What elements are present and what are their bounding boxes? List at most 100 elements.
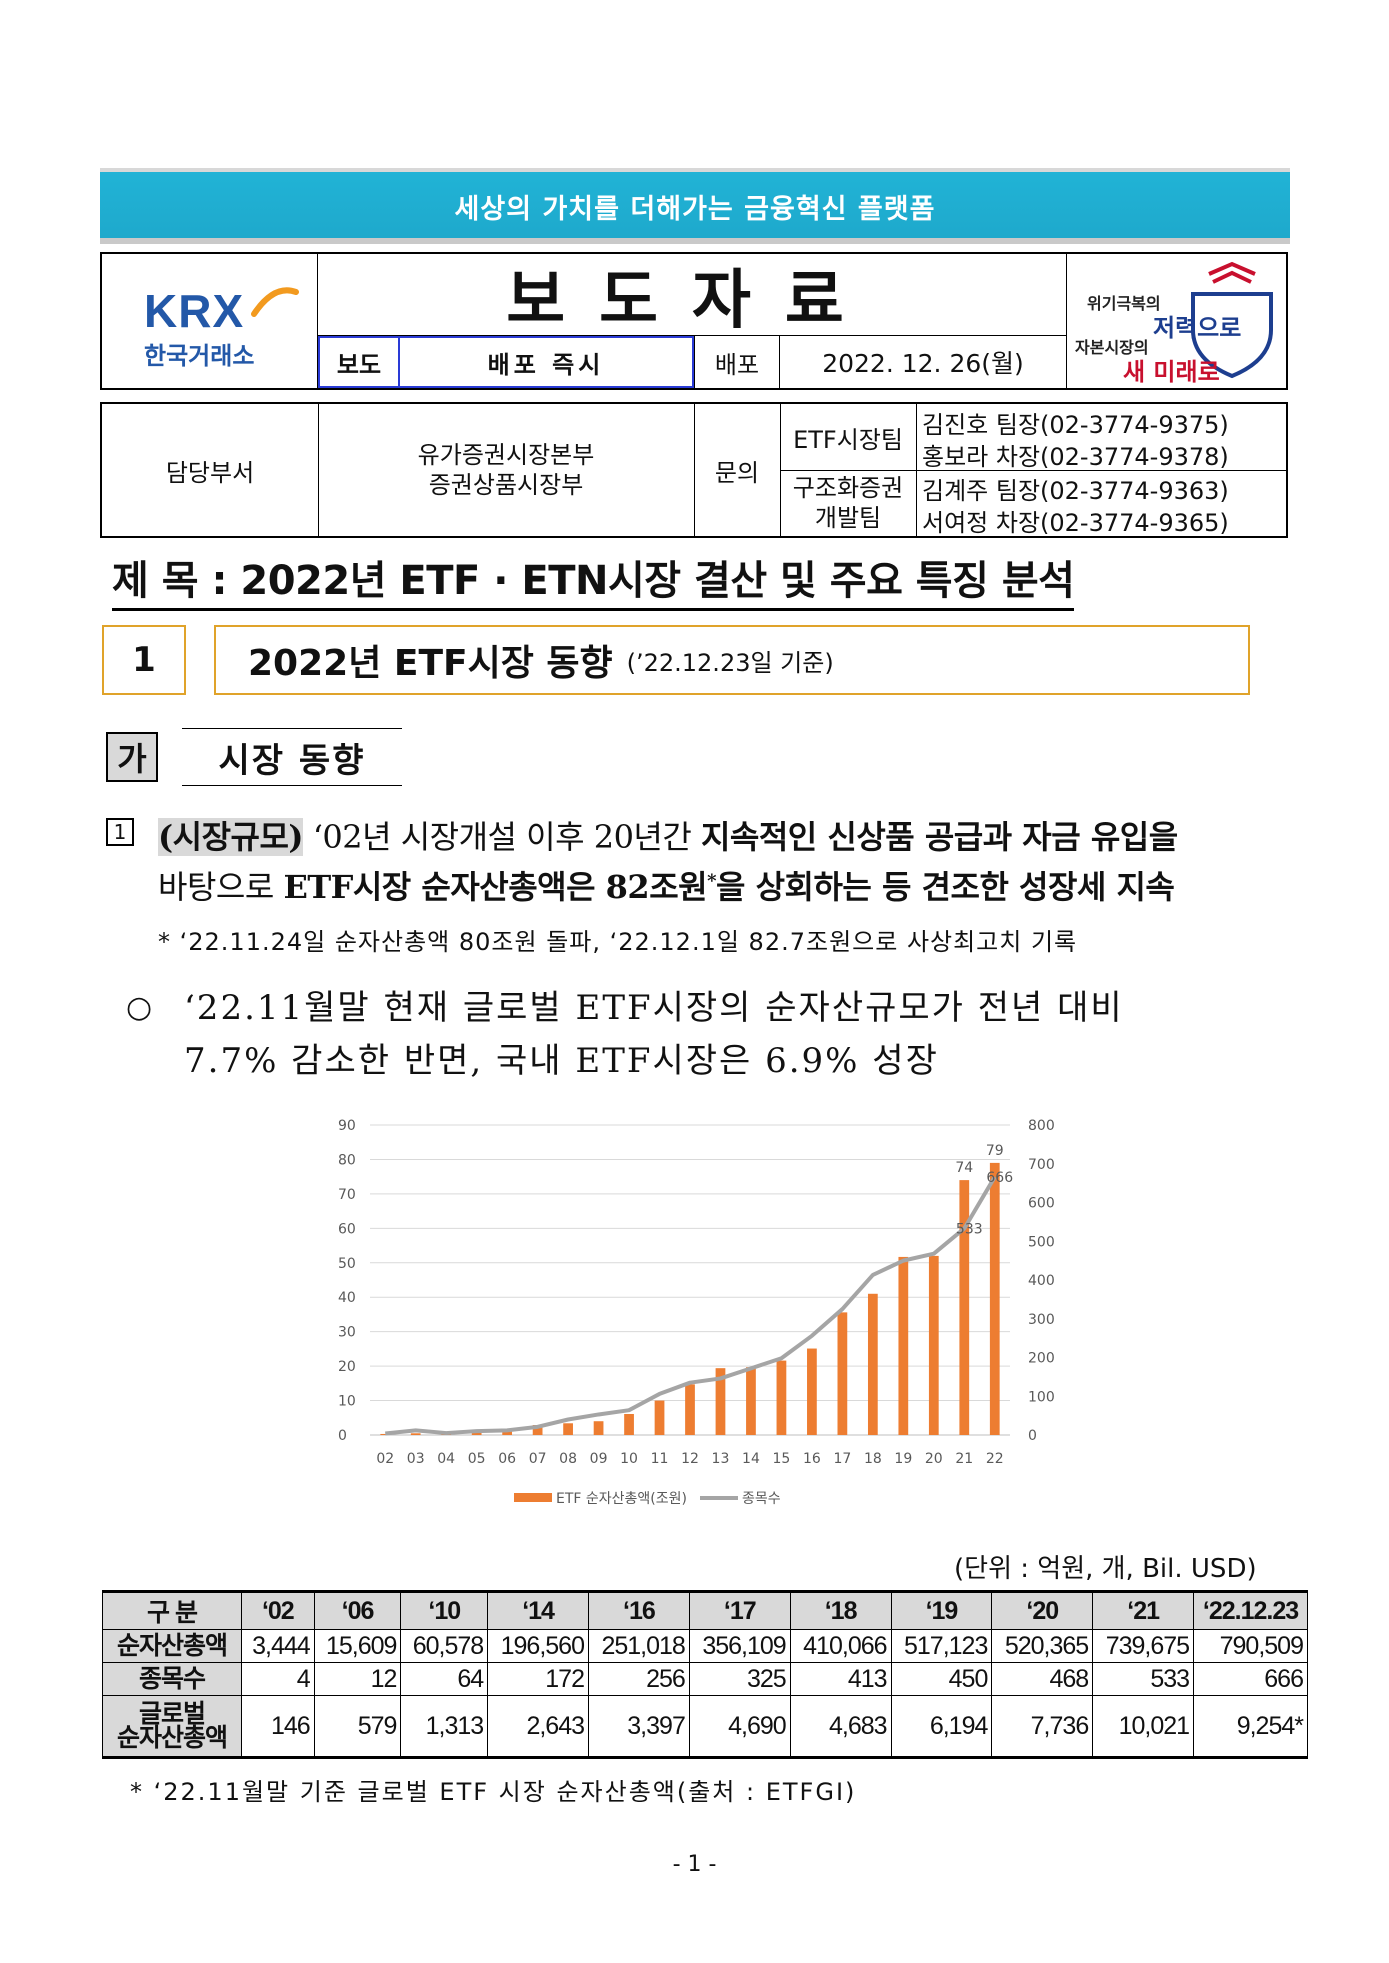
x-axis-tick-label: 20 bbox=[925, 1451, 943, 1467]
section-number: 1 bbox=[102, 625, 186, 695]
slogan-line-2: 저력으로 bbox=[1153, 314, 1242, 342]
x-axis-tick-label: 13 bbox=[712, 1451, 730, 1467]
table-cell: 251,018 bbox=[588, 1629, 690, 1663]
table-cell: 172 bbox=[487, 1662, 589, 1696]
left-axis-tick-label: 30 bbox=[338, 1325, 356, 1341]
chart-bar bbox=[898, 1256, 909, 1435]
left-axis-tick-label: 90 bbox=[338, 1118, 356, 1134]
chart-bar bbox=[654, 1400, 665, 1435]
inquiry-label: 문의 bbox=[714, 458, 760, 487]
data-label: 74 bbox=[955, 1160, 973, 1176]
table-header-row: 구 분 ‘02 ‘06 ‘10 ‘14 ‘16 ‘17 ‘18 ‘19 ‘20 … bbox=[102, 1590, 1308, 1630]
x-axis-tick-label: 10 bbox=[620, 1451, 638, 1467]
chart-bar bbox=[746, 1367, 756, 1435]
top-banner: 세상의 가치를 더해가는 금융혁신 플랫폼 bbox=[100, 168, 1290, 244]
chart-bar bbox=[685, 1384, 695, 1435]
table-header-cell: ‘16 bbox=[588, 1590, 690, 1630]
left-axis-tick-label: 60 bbox=[338, 1221, 356, 1237]
table-cell: 7,736 bbox=[991, 1695, 1094, 1759]
x-axis-tick-label: 15 bbox=[773, 1451, 791, 1467]
x-axis-tick-label: 17 bbox=[833, 1451, 851, 1467]
chart-bar bbox=[715, 1368, 726, 1435]
subsection-mark: 가 bbox=[106, 732, 158, 782]
chart-bar bbox=[928, 1255, 939, 1435]
slogan-line-4: 새 미래로 bbox=[1123, 358, 1220, 386]
x-axis-tick-label: 22 bbox=[986, 1451, 1004, 1467]
chart-bar bbox=[471, 1431, 482, 1435]
table-row: 글로벌 순자산총액 146 579 1,313 2,643 3,397 4,69… bbox=[102, 1695, 1308, 1759]
paragraph-2-line-2: 7.7% 감소한 반면, 국내 ETF시장은 6.9% 성장 bbox=[184, 1041, 939, 1081]
table-unit: (단위 : 억원, 개, Bil. USD) bbox=[954, 1554, 1257, 1584]
row-label: 순자산총액 bbox=[102, 1629, 242, 1663]
row-label: 종목수 bbox=[102, 1662, 242, 1696]
right-axis-tick-label: 600 bbox=[1028, 1196, 1055, 1212]
table-cell: 790,509 bbox=[1193, 1629, 1308, 1663]
chart-bar bbox=[624, 1413, 634, 1435]
table-cell: 533 bbox=[1092, 1662, 1195, 1696]
x-axis-tick-label: 14 bbox=[742, 1451, 760, 1467]
table-cell: 410,066 bbox=[789, 1629, 892, 1663]
release-value: 배포 즉시 bbox=[398, 336, 694, 388]
x-axis-tick-label: 12 bbox=[681, 1451, 699, 1467]
table-cell: 4,690 bbox=[688, 1695, 791, 1759]
table-cell: 60,578 bbox=[400, 1629, 489, 1663]
distribution-label: 배포 bbox=[694, 336, 780, 388]
text-run-bold: ETF시장 순자산총액은 82조원 bbox=[283, 868, 708, 906]
right-axis-tick-label: 0 bbox=[1028, 1428, 1037, 1444]
text-run: 을 bbox=[1148, 818, 1178, 856]
text-run-bold: 을 상회하는 등 견조한 성장세 지속 bbox=[716, 868, 1175, 906]
chart-bar bbox=[563, 1423, 573, 1435]
x-axis-tick-label: 05 bbox=[468, 1451, 486, 1467]
right-axis-tick-label: 800 bbox=[1028, 1118, 1055, 1134]
table-cell: 64 bbox=[400, 1662, 489, 1696]
chart-bar bbox=[959, 1180, 970, 1435]
table-row: 종목수 4 12 64 172 256 325 413 450 468 533 … bbox=[102, 1662, 1308, 1696]
slogan-line-3: 자본시장의 bbox=[1075, 338, 1149, 357]
series-line-item-count bbox=[385, 1175, 997, 1436]
table-header-cell: ‘06 bbox=[313, 1590, 402, 1630]
row-label: 글로벌 순자산총액 bbox=[102, 1695, 242, 1759]
table-cell: 15,609 bbox=[313, 1629, 402, 1663]
subject-line: 제 목 : 2022년 ETF · ETN시장 결산 및 주요 특징 분석 bbox=[112, 548, 1075, 611]
table-cell: 450 bbox=[890, 1662, 993, 1696]
left-axis-tick-label: 40 bbox=[338, 1290, 356, 1306]
shield-icon bbox=[1191, 261, 1273, 379]
table-cell: 196,560 bbox=[487, 1629, 589, 1663]
dept-cell: 유가증권시장본부 증권상품시장부 bbox=[318, 404, 694, 536]
table-row: 순자산총액 3,444 15,609 60,578 196,560 251,01… bbox=[102, 1629, 1308, 1663]
contact-member: 서여정 차장(02-3774-9365) bbox=[922, 508, 1229, 537]
left-axis-tick-label: 0 bbox=[338, 1428, 347, 1444]
chart-bar bbox=[837, 1312, 848, 1435]
left-axis-tick-label: 20 bbox=[338, 1359, 356, 1375]
section-date: (’22.12.23일 기준) bbox=[626, 648, 834, 677]
contact-member: 김계주 팀장(02-3774-9363) bbox=[922, 476, 1229, 505]
etf-market-chart: 0 10 20 30 40 50 60 70 80 90 0 100 200 300 400 500 600 70… bbox=[338, 1118, 1055, 1507]
distribution-date: 2022. 12. 26(월) bbox=[822, 349, 1024, 378]
paragraph-1-line-1: (시장규모) ‘02년 시장개설 이후 20년간 지속적인 신상품 공급과 자금… bbox=[158, 812, 1178, 858]
team-name-structured: 구조화증권 개발팀 bbox=[792, 474, 904, 532]
right-axis-tick-label: 700 bbox=[1028, 1157, 1055, 1173]
x-axis-tick-label: 16 bbox=[803, 1451, 821, 1467]
doc-title: 보도자료 bbox=[318, 254, 1066, 338]
contact-table: 담당부서 유가증권시장본부 증권상품시장부 문의 ETF시장팀 구조화증권 개발… bbox=[100, 402, 1288, 538]
table-cell: 12 bbox=[313, 1662, 402, 1696]
text-run: 바탕으로 bbox=[158, 868, 284, 906]
left-axis-tick-label: 80 bbox=[338, 1152, 356, 1168]
krx-logo-subtitle: 한국거래소 bbox=[144, 342, 255, 370]
contact-member: 홍보라 차장(02-3774-9378) bbox=[922, 442, 1229, 471]
table-header-cell: ‘21 bbox=[1092, 1590, 1195, 1630]
x-axis-tick-label: 09 bbox=[590, 1451, 608, 1467]
chart-bar bbox=[776, 1360, 787, 1435]
table-cell: 256 bbox=[588, 1662, 690, 1696]
chart-bar bbox=[380, 1433, 391, 1435]
table-cell: 3,397 bbox=[588, 1695, 690, 1759]
table-header-cell: ‘17 bbox=[688, 1590, 791, 1630]
left-axis-tick-label: 70 bbox=[338, 1187, 356, 1203]
footnote-mark: * bbox=[707, 870, 716, 892]
table-cell: 520,365 bbox=[991, 1629, 1094, 1663]
table-cell: 4 bbox=[241, 1662, 315, 1696]
x-axis-tick-label: 21 bbox=[955, 1451, 973, 1467]
table-cell: 517,123 bbox=[890, 1629, 993, 1663]
table-cell: 10,021 bbox=[1092, 1695, 1195, 1759]
right-axis-tick-label: 400 bbox=[1028, 1273, 1055, 1289]
